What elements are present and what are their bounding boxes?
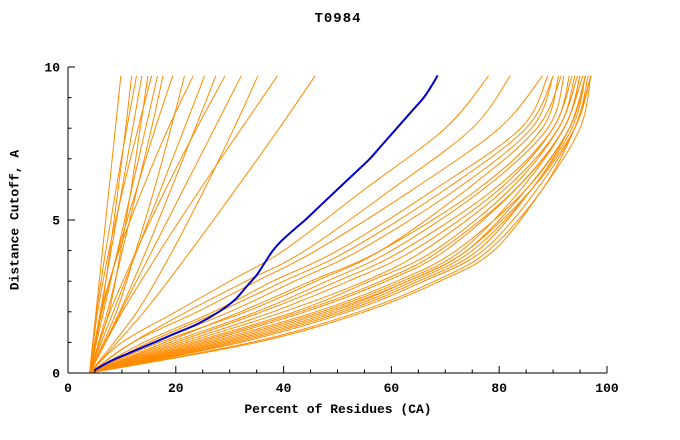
series-model-22: [89, 75, 570, 374]
series-model-16: [89, 75, 259, 374]
x-tick-label: 40: [276, 381, 292, 396]
series-model-28: [89, 75, 549, 374]
series-model-38: [89, 75, 586, 374]
series-group: [89, 75, 592, 374]
series-model-13: [89, 75, 217, 374]
series-model-19: [89, 75, 489, 374]
x-tick-label: 100: [595, 381, 619, 396]
series-highlighted-model: [94, 75, 439, 371]
series-model-15: [89, 75, 242, 374]
series-model-27: [89, 75, 554, 374]
x-tick-label: 20: [168, 381, 184, 396]
series-model-23: [89, 75, 576, 374]
series-model-25: [89, 75, 586, 374]
series-model-39: [89, 75, 554, 374]
series-model-03: [89, 75, 137, 374]
x-tick-label: 60: [384, 381, 400, 396]
series-model-14: [89, 75, 226, 374]
x-tick-label: 80: [491, 381, 507, 396]
series-model-12: [89, 75, 205, 374]
series-model-32: [89, 75, 592, 374]
x-axis-label: Percent of Residues (CA): [244, 402, 432, 417]
series-model-33: [89, 75, 565, 374]
x-tick-label: 0: [64, 381, 72, 396]
series-model-42: [89, 75, 592, 374]
series-model-20: [89, 75, 511, 374]
series-model-06: [89, 75, 152, 374]
series-model-37: [89, 75, 581, 374]
series-model-21: [89, 75, 559, 374]
series-model-08: [89, 75, 164, 374]
series-model-41: [89, 75, 562, 374]
series-model-07: [89, 75, 158, 374]
series-model-34: [89, 75, 578, 374]
series-model-18: [89, 75, 316, 374]
y-tick-label: 10: [44, 61, 60, 76]
series-model-30: [89, 75, 589, 374]
y-tick-label: 5: [52, 214, 60, 229]
series-model-09: [89, 75, 174, 374]
chart-title: T0984: [314, 11, 362, 27]
series-model-26: [89, 75, 592, 374]
series-model-40: [89, 75, 586, 374]
series-model-11: [89, 75, 194, 374]
series-model-31: [89, 75, 543, 374]
series-model-17: [89, 75, 278, 374]
series-model-35: [89, 75, 584, 374]
series-model-36: [89, 75, 573, 374]
series-model-29: [89, 75, 586, 374]
y-tick-label: 0: [52, 367, 60, 382]
series-model-10: [89, 75, 185, 374]
